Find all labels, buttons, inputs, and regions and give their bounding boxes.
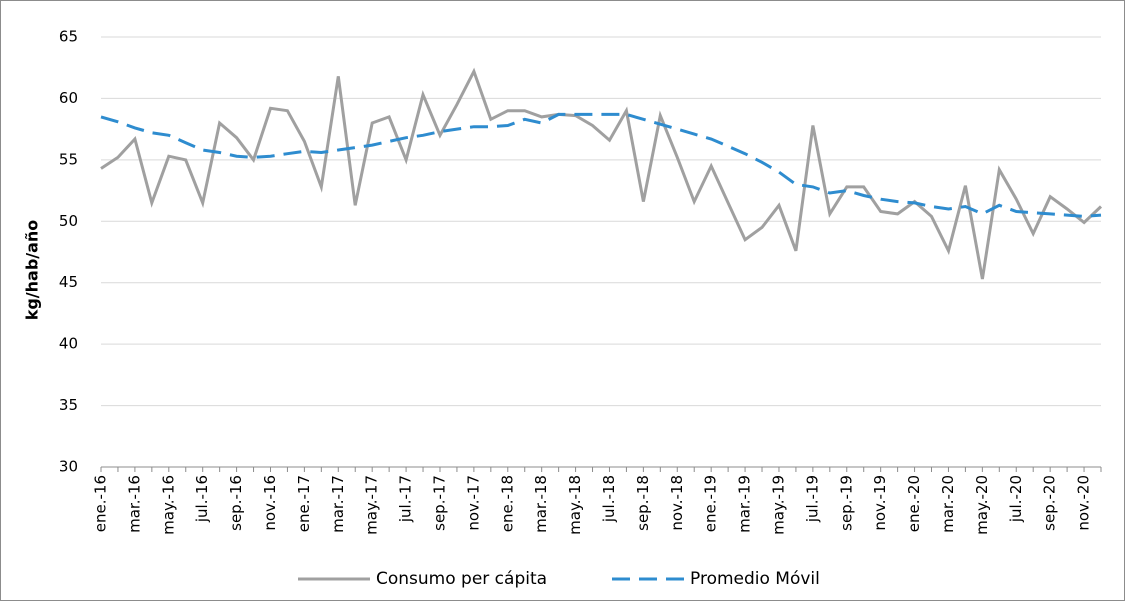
y-tick-label: 30	[59, 458, 78, 476]
x-tick-label: jul.-18	[600, 475, 618, 523]
x-tick-label: sep.-17	[430, 475, 448, 531]
x-tick-label: ene.-16	[92, 475, 110, 532]
y-tick-label: 60	[59, 89, 78, 107]
x-tick-label: sep.-16	[227, 475, 245, 531]
x-tick-label: sep.-20	[1041, 475, 1059, 531]
x-tick-label: mar.-18	[532, 475, 550, 533]
x-tick-label: mar.-16	[125, 475, 143, 533]
x-tick-label: may.-16	[159, 475, 177, 535]
x-tick-label: ene.-18	[498, 475, 516, 532]
x-tick-label: mar.-17	[329, 475, 347, 533]
x-tick-label: may.-17	[363, 475, 381, 535]
y-tick-label: 50	[59, 212, 78, 230]
x-tick-label: jul.-20	[1007, 475, 1025, 523]
x-tick-label: sep.-18	[634, 475, 652, 531]
x-tick-label: jul.-19	[803, 475, 821, 523]
x-tick-label: nov.-20	[1075, 475, 1093, 531]
x-tick-label: nov.-19	[871, 475, 889, 531]
x-tick-label: mar.-20	[939, 475, 957, 533]
legend-label: Promedio Móvil	[690, 569, 820, 589]
x-tick-label: nov.-16	[261, 475, 279, 531]
y-tick-label: 35	[59, 396, 78, 414]
x-tick-label: may.-19	[769, 475, 787, 535]
series-line	[100, 67, 1103, 280]
y-tick-label: 55	[59, 150, 78, 168]
x-tick-label: nov.-18	[668, 475, 686, 531]
series-line	[100, 112, 1102, 218]
x-tick-label: ene.-20	[905, 475, 923, 532]
x-tick-label: jul.-16	[193, 475, 211, 523]
x-tick-label: sep.-19	[837, 475, 855, 531]
x-tick-label: ene.-17	[295, 475, 313, 532]
legend-label: Consumo per cápita	[376, 569, 547, 589]
y-axis-label: kg/hab/año	[23, 220, 42, 321]
x-tick-label: mar.-19	[736, 475, 754, 533]
x-tick-label: jul.-17	[397, 475, 415, 523]
x-tick-label: may.-20	[973, 475, 991, 535]
x-tick-label: ene.-19	[702, 475, 720, 532]
y-tick-label: 40	[59, 335, 78, 353]
x-tick-label: nov.-17	[464, 475, 482, 531]
y-tick-label: 65	[59, 28, 78, 46]
x-tick-label: may.-18	[566, 475, 584, 535]
y-tick-label: 45	[59, 273, 78, 291]
